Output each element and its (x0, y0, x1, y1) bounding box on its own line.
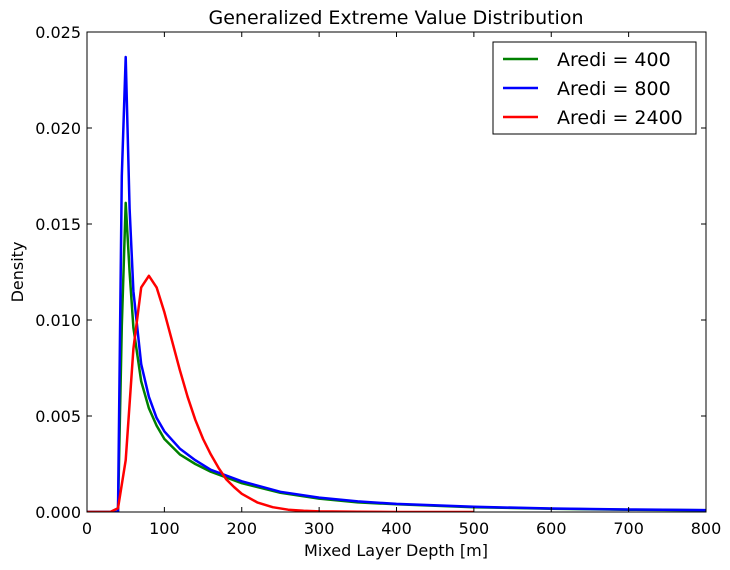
legend-label-3: Aredi = 2400 (557, 107, 683, 129)
legend: Aredi = 400 Aredi = 800 Aredi = 2400 (492, 41, 697, 135)
y-tick-label: 0.025 (35, 23, 81, 42)
x-tick-label: 300 (304, 519, 335, 538)
series-line-3 (87, 274, 474, 512)
series-line-2 (87, 55, 706, 512)
x-tick-label: 100 (149, 519, 180, 538)
x-tick-label: 700 (613, 519, 644, 538)
x-tick-label: 600 (536, 519, 567, 538)
legend-label-1: Aredi = 400 (557, 49, 671, 71)
y-tick-label: 0.020 (35, 119, 81, 138)
y-tick-label: 0.015 (35, 215, 81, 234)
x-tick-label: 500 (459, 519, 490, 538)
x-tick-label: 800 (691, 519, 722, 538)
x-tick-label: 200 (226, 519, 257, 538)
y-tick-label: 0.010 (35, 311, 81, 330)
x-axis-label: Mixed Layer Depth [m] (304, 541, 488, 560)
x-tick-label: 400 (381, 519, 412, 538)
legend-label-2: Aredi = 800 (557, 78, 671, 100)
y-tick-label: 0.005 (35, 407, 81, 426)
chart-title: Generalized Extreme Value Distribution (209, 7, 584, 29)
y-axis-label: Density (8, 242, 27, 303)
x-tick-label: 0 (82, 519, 92, 538)
y-tick-label: 0.000 (35, 503, 81, 522)
series-line-1 (87, 201, 706, 512)
